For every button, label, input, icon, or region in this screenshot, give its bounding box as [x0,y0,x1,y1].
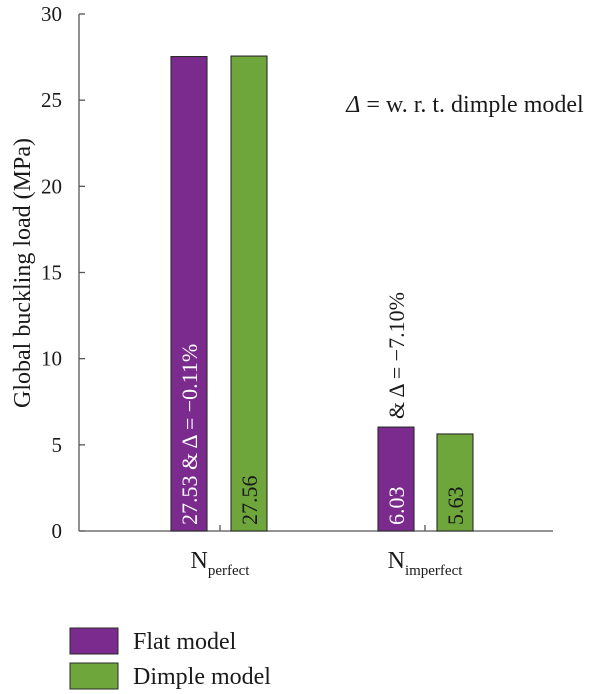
bar-flat-0 [170,56,208,532]
legend-label: Flat model [133,629,237,655]
legend-label: Dimple model [133,664,271,690]
bar-labels: 27.53 & Δ = −0.11% 6.03 27.56 5.63 & Δ = −7.… [177,292,468,525]
x-tick-label: Nperfect [191,548,251,579]
y-tick-label: 15 [41,261,62,285]
bar-dimple-0 [230,55,268,532]
legend-item: Flat model [69,627,237,655]
bar-value-label: 27.53 & Δ = −0.11% [177,344,202,525]
bar-dimple-1 [436,433,474,532]
y-tick-label: 5 [52,433,63,457]
bars [170,55,474,532]
axes: 0 5 10 15 20 25 30 [41,2,553,543]
bar-value-label: 27.56 [237,476,262,526]
legend-item: Dimple model [69,662,271,690]
y-axis-label: Global buckling load (MPa) [10,138,36,408]
legend-swatch [69,662,119,690]
delta-label: & Δ = −7.10% [384,292,409,419]
y-tick-label: 25 [41,88,62,112]
y-tick-label: 20 [41,174,62,198]
x-category-labels: Nperfect Nimperfect [191,548,464,579]
annotation: Δ = w. r. t. dimple model [345,92,584,118]
legend-swatch [69,627,119,655]
bar-flat-1 [377,426,415,532]
legend: Flat model Dimple model [69,627,271,690]
bar-value-label: 5.63 [443,487,468,526]
y-tick-label: 0 [52,519,63,543]
y-tick-label: 30 [41,2,62,26]
y-tick-label: 10 [41,347,62,371]
x-tick-label: Nimperfect [388,548,464,579]
bar-value-label: 6.03 [384,487,409,526]
